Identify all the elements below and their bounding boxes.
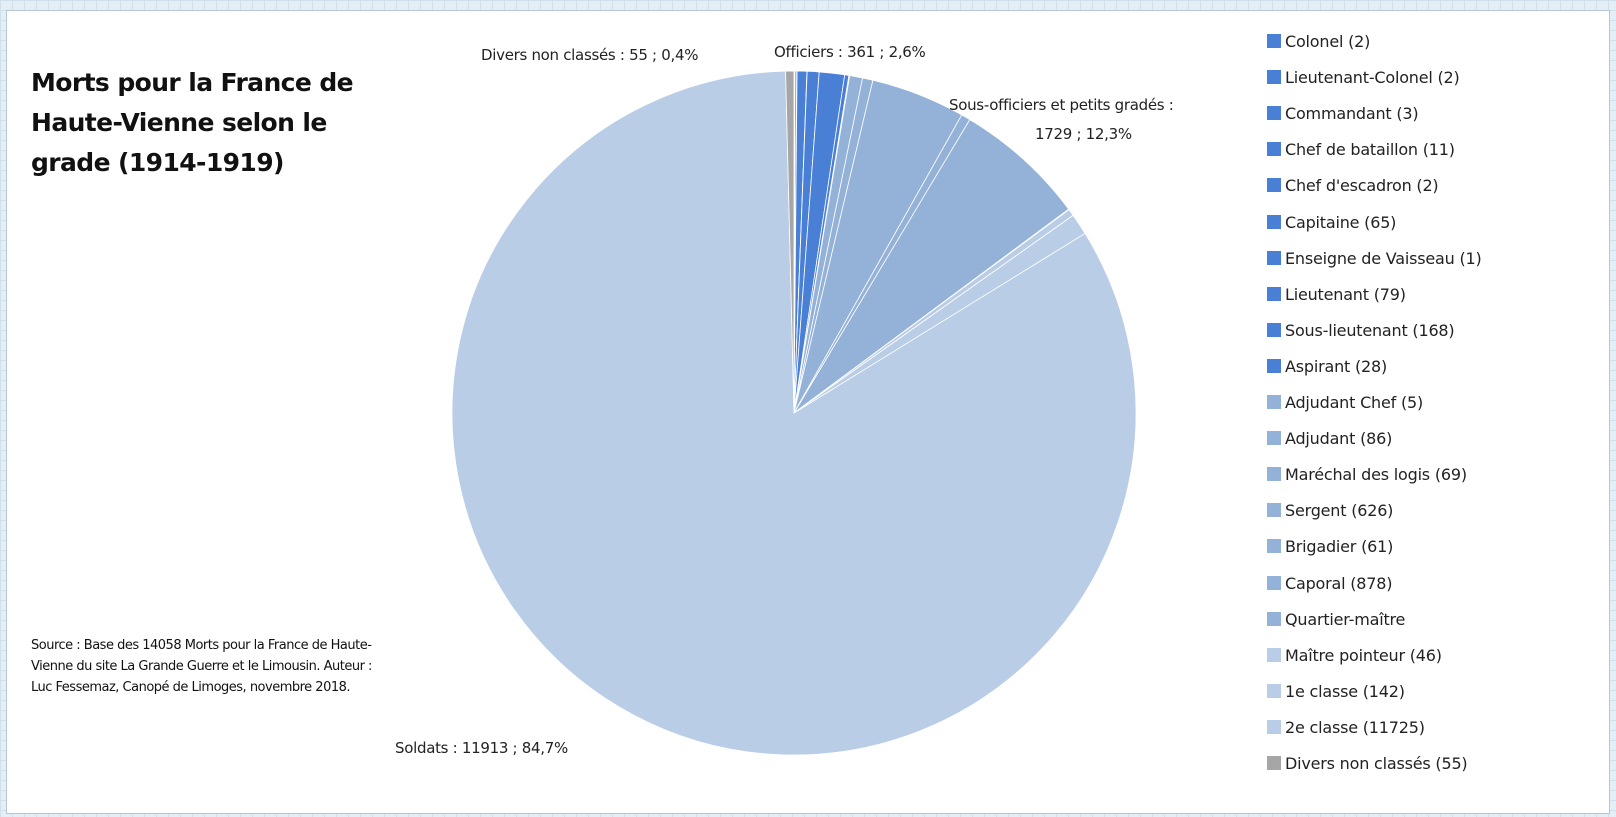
legend-swatch bbox=[1267, 178, 1281, 193]
legend-item-lieutenant-colonel-2: Lieutenant-Colonel (2) bbox=[1267, 67, 1460, 89]
pie-slice-2e-classe-11725 bbox=[451, 70, 1137, 756]
legend-item-sergent-626: Sergent (626) bbox=[1267, 500, 1393, 522]
pie-slice-caporal-878 bbox=[793, 119, 1070, 414]
legend-swatch bbox=[1267, 719, 1281, 734]
legend-item-chef-d-escadron-2: Chef d'escadron (2) bbox=[1267, 175, 1439, 197]
legend-swatch bbox=[1267, 322, 1281, 337]
data-label-divers: Divers non classés : 55 ; 0,4% bbox=[481, 46, 699, 64]
legend-label: Capitaine (65) bbox=[1285, 212, 1397, 232]
legend-item-caporal-878: Caporal (878) bbox=[1267, 573, 1392, 595]
legend-item-chef-de-bataillon-11: Chef de bataillon (11) bbox=[1267, 139, 1455, 161]
legend-item-2e-classe-11725: 2e classe (11725) bbox=[1267, 717, 1425, 739]
data-label-sous-officiers-line2: 1729 ; 12,3% bbox=[1035, 125, 1132, 143]
legend-swatch bbox=[1267, 539, 1281, 554]
legend-swatch bbox=[1267, 575, 1281, 590]
legend-swatch bbox=[1267, 70, 1281, 85]
legend-item-colonel-2: Colonel (2) bbox=[1267, 31, 1370, 53]
legend-item-divers-non-classes-55: Divers non classés (55) bbox=[1267, 753, 1468, 775]
legend-label: 2e classe (11725) bbox=[1285, 717, 1425, 737]
pie-slice-divers-non-classes-55 bbox=[785, 70, 795, 414]
legend-swatch bbox=[1267, 756, 1281, 770]
legend-swatch bbox=[1267, 214, 1281, 229]
legend-swatch bbox=[1267, 286, 1281, 301]
legend-label: Chef d'escadron (2) bbox=[1285, 176, 1439, 196]
legend-label: Divers non classés (55) bbox=[1285, 754, 1468, 773]
legend-swatch bbox=[1267, 683, 1281, 698]
legend-label: Colonel (2) bbox=[1285, 32, 1371, 51]
legend-swatch bbox=[1267, 34, 1281, 48]
legend-item-sous-lieutenant-168: Sous-lieutenant (168) bbox=[1267, 320, 1455, 342]
chart-area: Morts pour la France de Haute-Vienne sel… bbox=[6, 10, 1610, 814]
legend-item-capitaine-65: Capitaine (65) bbox=[1267, 212, 1396, 234]
data-label-soldats: Soldats : 11913 ; 84,7% bbox=[395, 739, 568, 757]
chart-title: Morts pour la France de Haute-Vienne sel… bbox=[31, 68, 354, 177]
legend-label: Sergent (626) bbox=[1285, 501, 1394, 521]
legend-label: 1e classe (142) bbox=[1285, 681, 1405, 701]
legend-label: Adjudant (86) bbox=[1285, 429, 1393, 449]
legend-swatch bbox=[1267, 647, 1281, 662]
pie-chart bbox=[451, 70, 1137, 756]
legend-label: Sous-lieutenant (168) bbox=[1285, 320, 1455, 340]
legend-item-maitre-pointeur-46: Maître pointeur (46) bbox=[1267, 645, 1442, 667]
legend-item-marechal-des-logis-69: Maréchal des logis (69) bbox=[1267, 464, 1467, 486]
source-note: Source : Base des 14058 Morts pour la Fr… bbox=[31, 638, 372, 695]
legend-swatch bbox=[1267, 467, 1281, 482]
legend-item-quartier-maitre: Quartier-maître bbox=[1267, 609, 1405, 631]
legend-label: Maréchal des logis (69) bbox=[1285, 465, 1467, 485]
legend-item-adjudant-chef-5: Adjudant Chef (5) bbox=[1267, 392, 1423, 414]
legend-swatch bbox=[1267, 106, 1281, 121]
legend-label: Chef de bataillon (11) bbox=[1285, 140, 1455, 160]
legend-swatch bbox=[1267, 250, 1281, 265]
legend-item-enseigne-de-vaisseau-1: Enseigne de Vaisseau (1) bbox=[1267, 248, 1482, 270]
legend-label: Adjudant Chef (5) bbox=[1285, 393, 1424, 412]
legend-item-aspirant-28: Aspirant (28) bbox=[1267, 356, 1387, 378]
legend-item-adjudant-86: Adjudant (86) bbox=[1267, 428, 1392, 450]
legend-swatch bbox=[1267, 503, 1281, 518]
legend-item-1e-classe-142: 1e classe (142) bbox=[1267, 681, 1405, 703]
legend-label: Lieutenant (79) bbox=[1285, 284, 1406, 304]
legend-label: Commandant (3) bbox=[1285, 104, 1419, 124]
data-label-sous-officiers-line1: Sous-officiers et petits gradés : bbox=[949, 96, 1174, 114]
legend-label: Lieutenant-Colonel (2) bbox=[1285, 68, 1460, 88]
legend-swatch bbox=[1267, 142, 1281, 157]
legend-swatch bbox=[1267, 611, 1281, 626]
legend-label: Aspirant (28) bbox=[1285, 356, 1388, 376]
legend-label: Brigadier (61) bbox=[1285, 537, 1394, 557]
legend-swatch bbox=[1267, 431, 1281, 446]
legend-label: Enseigne de Vaisseau (1) bbox=[1285, 248, 1482, 268]
legend-swatch bbox=[1267, 358, 1281, 373]
legend-item-commandant-3: Commandant (3) bbox=[1267, 103, 1419, 125]
legend-item-lieutenant-79: Lieutenant (79) bbox=[1267, 284, 1406, 306]
data-label-officiers: Officiers : 361 ; 2,6% bbox=[774, 43, 926, 61]
legend-label: Caporal (878) bbox=[1285, 573, 1393, 593]
legend-label: Quartier-maître bbox=[1285, 609, 1406, 629]
legend-label: Maître pointeur (46) bbox=[1285, 645, 1442, 665]
legend-swatch bbox=[1267, 395, 1281, 409]
legend-item-brigadier-61: Brigadier (61) bbox=[1267, 536, 1393, 558]
